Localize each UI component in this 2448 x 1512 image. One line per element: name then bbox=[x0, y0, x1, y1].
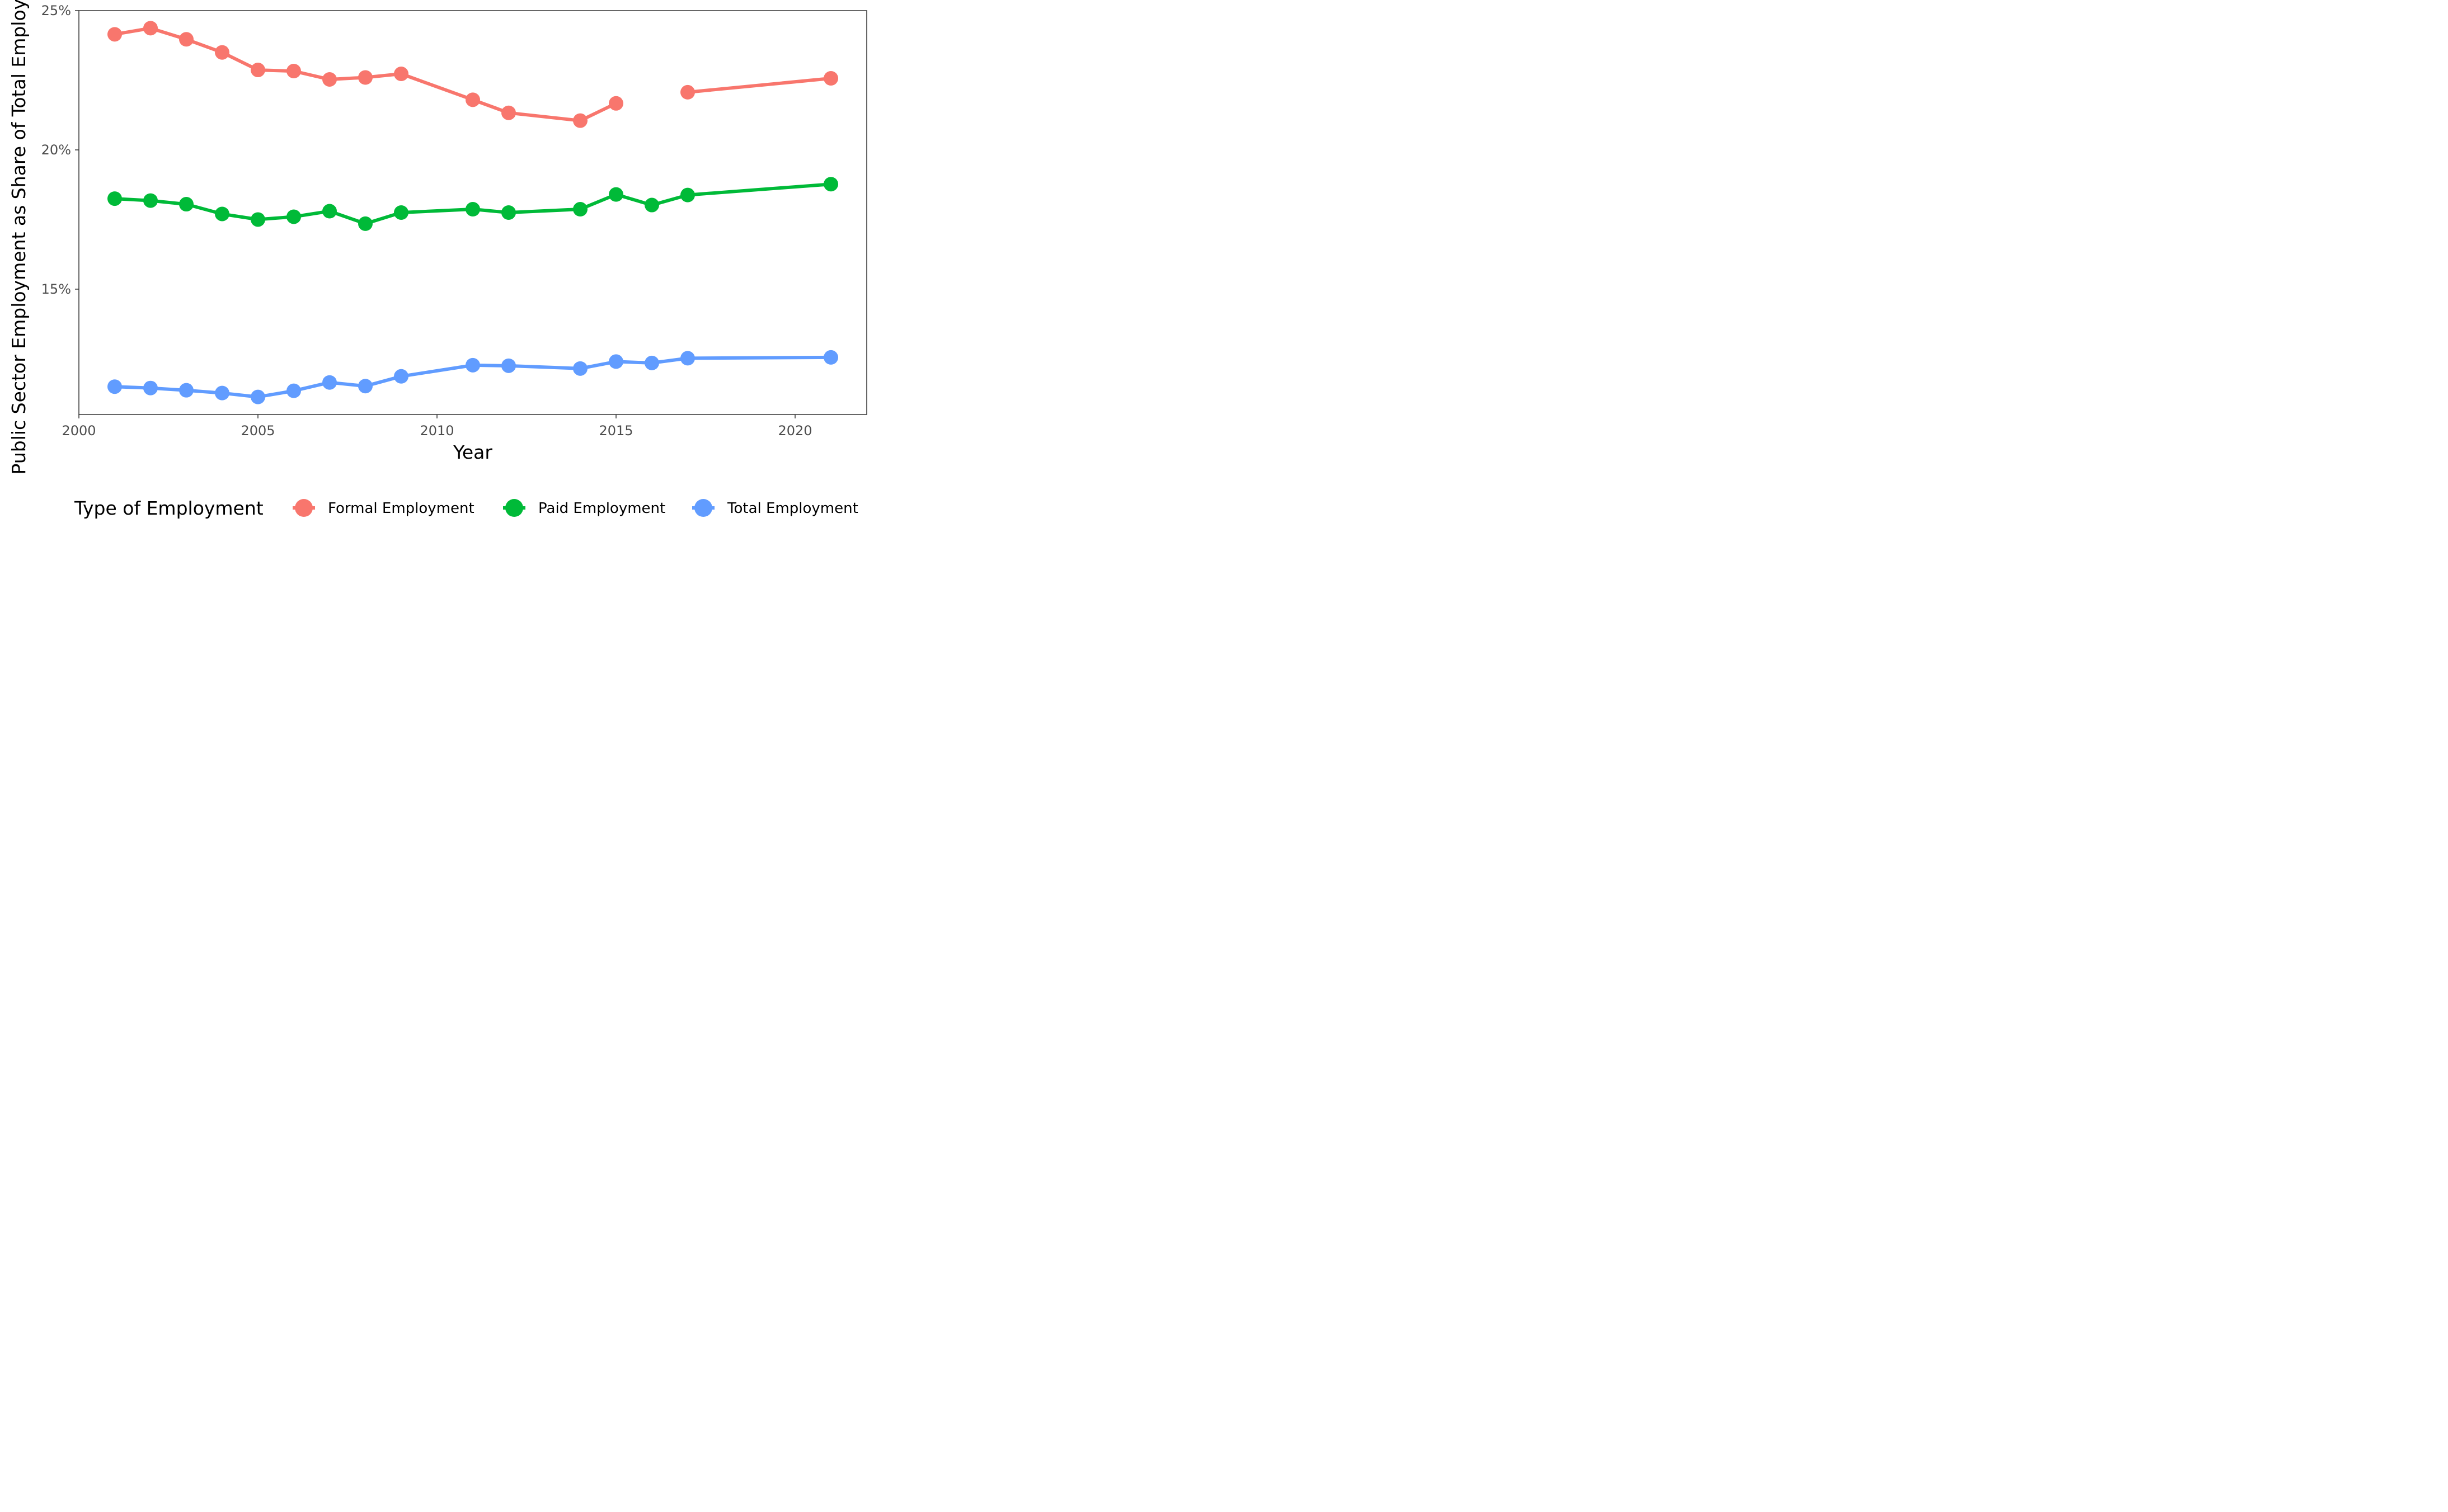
total-employment-point bbox=[215, 385, 229, 401]
paid-employment-point bbox=[107, 191, 122, 206]
paid-employment-point bbox=[251, 212, 265, 227]
paid-employment-point bbox=[680, 187, 695, 202]
formal-employment-point bbox=[501, 105, 516, 120]
paid-employment-point bbox=[645, 197, 659, 213]
total-employment-point bbox=[645, 355, 659, 370]
paid-employment-point bbox=[609, 187, 623, 202]
formal-employment-point bbox=[107, 27, 122, 42]
total-employment-point bbox=[609, 354, 623, 369]
total-employment-point bbox=[466, 357, 480, 373]
series-layer bbox=[107, 21, 838, 404]
line-chart: 2000 2005 2010 2015 2020 15% 20% 25% Year Publ… bbox=[8, 0, 867, 519]
y-tick-label: 20% bbox=[41, 142, 71, 158]
total-employment-point bbox=[824, 350, 838, 365]
formal-employment-point bbox=[573, 113, 588, 128]
legend-label-total-employment: Total Employment bbox=[727, 500, 858, 517]
y-tick-label: 15% bbox=[41, 281, 71, 297]
y-axis: 15% 20% 25% bbox=[41, 3, 79, 297]
paid-employment-point bbox=[466, 202, 480, 217]
formal-employment-point bbox=[143, 21, 158, 36]
paid-employment-point bbox=[501, 205, 516, 220]
x-tick-label: 2010 bbox=[420, 423, 454, 439]
x-axis-title: Year bbox=[453, 441, 492, 463]
paid-employment-point bbox=[824, 177, 838, 192]
total-employment-point bbox=[573, 361, 588, 376]
x-tick-label: 2020 bbox=[778, 423, 812, 439]
legend-key-formal-employment-point bbox=[295, 499, 313, 517]
formal-employment-point bbox=[394, 67, 408, 82]
formal-employment-point bbox=[358, 70, 373, 85]
total-employment-point bbox=[322, 375, 337, 390]
formal-employment-point bbox=[322, 72, 337, 87]
formal-employment-point bbox=[251, 63, 265, 78]
x-tick-label: 2000 bbox=[62, 423, 96, 439]
paid-employment-point bbox=[573, 202, 588, 217]
y-axis-title: Public Sector Employment as Share of Tot… bbox=[8, 0, 30, 474]
legend-title: Type of Employment bbox=[74, 497, 264, 519]
formal-employment-point bbox=[466, 92, 480, 107]
formal-employment-point bbox=[609, 96, 623, 111]
paid-employment-point bbox=[394, 205, 408, 220]
paid-employment-point bbox=[286, 209, 301, 224]
total-employment-point bbox=[394, 369, 408, 384]
paid-employment-point bbox=[143, 193, 158, 208]
legend-key-total-employment-point bbox=[694, 499, 712, 517]
x-tick-label: 2015 bbox=[599, 423, 633, 439]
formal-employment-point bbox=[824, 70, 838, 86]
total-employment-point bbox=[107, 379, 122, 394]
x-axis: 2000 2005 2010 2015 2020 bbox=[62, 414, 812, 439]
total-employment-line bbox=[114, 355, 831, 399]
paid-employment-line bbox=[114, 182, 831, 225]
total-employment-point bbox=[358, 379, 373, 394]
total-employment-point bbox=[143, 380, 158, 395]
formal-employment-point bbox=[286, 64, 301, 79]
formal-employment-point bbox=[680, 84, 695, 100]
paid-employment-point bbox=[322, 204, 337, 219]
total-employment-point bbox=[251, 389, 265, 404]
x-tick-label: 2005 bbox=[241, 423, 275, 439]
plot-panel-border bbox=[78, 10, 867, 415]
total-employment-point bbox=[179, 383, 194, 398]
total-employment-point bbox=[501, 358, 516, 373]
formal-employment-line bbox=[687, 77, 831, 94]
total-employment-point bbox=[286, 383, 301, 398]
paid-employment-point bbox=[215, 206, 229, 222]
formal-employment-point bbox=[215, 45, 229, 60]
paid-employment-point bbox=[179, 197, 194, 212]
legend-label-paid-employment: Paid Employment bbox=[538, 500, 665, 517]
legend: Type of Employment Formal Employment Paid… bbox=[74, 497, 858, 519]
formal-employment-point bbox=[179, 32, 194, 47]
total-employment-point bbox=[680, 351, 695, 366]
paid-employment-point bbox=[358, 216, 373, 231]
y-tick-label: 25% bbox=[41, 3, 71, 18]
legend-key-paid-employment-point bbox=[505, 499, 523, 517]
legend-label-formal-employment: Formal Employment bbox=[328, 500, 474, 517]
